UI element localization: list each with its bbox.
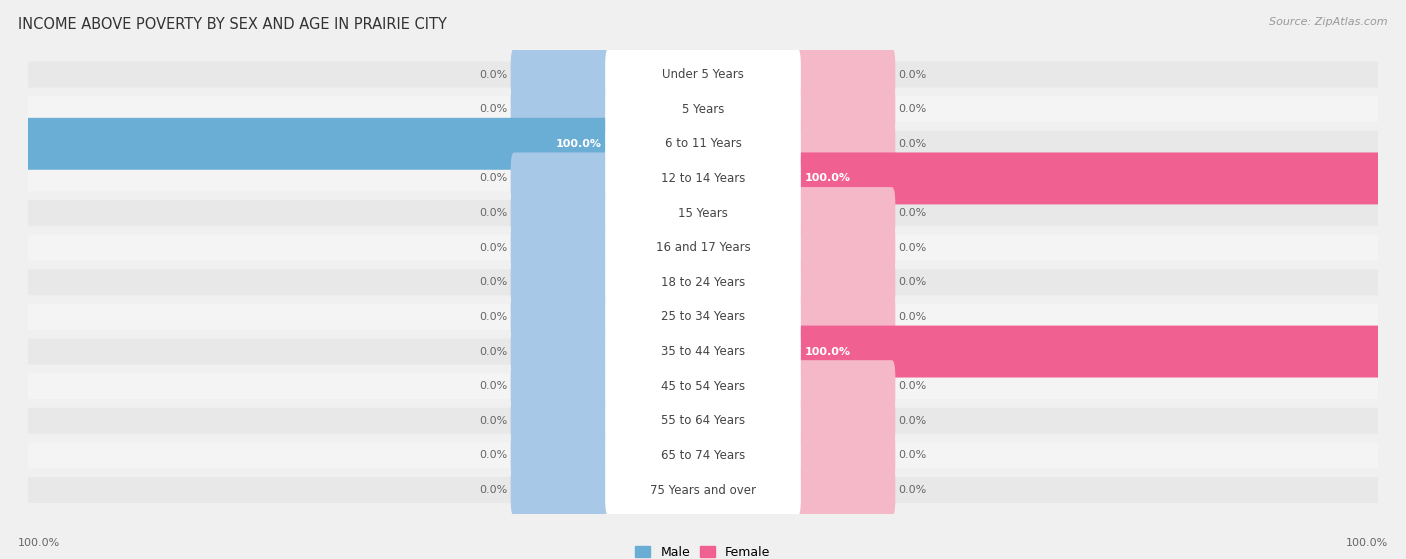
Text: Under 5 Years: Under 5 Years: [662, 68, 744, 81]
FancyBboxPatch shape: [510, 395, 612, 447]
FancyBboxPatch shape: [794, 187, 896, 239]
FancyBboxPatch shape: [794, 291, 896, 343]
Text: 100.0%: 100.0%: [555, 139, 602, 149]
Text: 0.0%: 0.0%: [479, 381, 508, 391]
FancyBboxPatch shape: [794, 325, 1381, 377]
Text: 0.0%: 0.0%: [898, 381, 927, 391]
Text: 0.0%: 0.0%: [479, 485, 508, 495]
FancyBboxPatch shape: [605, 429, 801, 481]
FancyBboxPatch shape: [605, 325, 801, 377]
FancyBboxPatch shape: [794, 360, 896, 412]
FancyBboxPatch shape: [28, 477, 1378, 503]
FancyBboxPatch shape: [25, 118, 612, 170]
FancyBboxPatch shape: [28, 235, 1378, 260]
Text: 0.0%: 0.0%: [479, 173, 508, 183]
Text: 0.0%: 0.0%: [479, 104, 508, 114]
FancyBboxPatch shape: [605, 222, 801, 274]
FancyBboxPatch shape: [510, 325, 612, 377]
FancyBboxPatch shape: [605, 118, 801, 170]
FancyBboxPatch shape: [605, 257, 801, 308]
Text: 6 to 11 Years: 6 to 11 Years: [665, 138, 741, 150]
FancyBboxPatch shape: [605, 49, 801, 101]
Text: 35 to 44 Years: 35 to 44 Years: [661, 345, 745, 358]
FancyBboxPatch shape: [510, 257, 612, 308]
FancyBboxPatch shape: [28, 373, 1378, 399]
FancyBboxPatch shape: [794, 83, 896, 135]
FancyBboxPatch shape: [605, 291, 801, 343]
Text: INCOME ABOVE POVERTY BY SEX AND AGE IN PRAIRIE CITY: INCOME ABOVE POVERTY BY SEX AND AGE IN P…: [18, 17, 447, 32]
FancyBboxPatch shape: [510, 153, 612, 205]
Text: 0.0%: 0.0%: [898, 243, 927, 253]
Text: 12 to 14 Years: 12 to 14 Years: [661, 172, 745, 185]
FancyBboxPatch shape: [28, 304, 1378, 330]
Text: 75 Years and over: 75 Years and over: [650, 484, 756, 496]
Text: 0.0%: 0.0%: [479, 451, 508, 461]
Text: 0.0%: 0.0%: [898, 104, 927, 114]
Text: 0.0%: 0.0%: [898, 312, 927, 322]
Text: 65 to 74 Years: 65 to 74 Years: [661, 449, 745, 462]
FancyBboxPatch shape: [794, 395, 896, 447]
Text: 0.0%: 0.0%: [479, 69, 508, 79]
Text: 25 to 34 Years: 25 to 34 Years: [661, 310, 745, 324]
FancyBboxPatch shape: [794, 429, 896, 481]
FancyBboxPatch shape: [28, 200, 1378, 226]
FancyBboxPatch shape: [510, 83, 612, 135]
FancyBboxPatch shape: [794, 222, 896, 274]
Text: Source: ZipAtlas.com: Source: ZipAtlas.com: [1270, 17, 1388, 27]
Text: 16 and 17 Years: 16 and 17 Years: [655, 241, 751, 254]
FancyBboxPatch shape: [605, 395, 801, 447]
Text: 0.0%: 0.0%: [898, 416, 927, 426]
Text: 0.0%: 0.0%: [479, 277, 508, 287]
FancyBboxPatch shape: [794, 257, 896, 308]
FancyBboxPatch shape: [28, 165, 1378, 191]
FancyBboxPatch shape: [28, 408, 1378, 434]
Text: 0.0%: 0.0%: [898, 139, 927, 149]
FancyBboxPatch shape: [510, 360, 612, 412]
FancyBboxPatch shape: [605, 153, 801, 205]
Legend: Male, Female: Male, Female: [630, 541, 776, 559]
FancyBboxPatch shape: [28, 269, 1378, 295]
Text: 0.0%: 0.0%: [479, 416, 508, 426]
Text: 0.0%: 0.0%: [479, 347, 508, 357]
FancyBboxPatch shape: [794, 153, 1381, 205]
FancyBboxPatch shape: [28, 339, 1378, 364]
Text: 0.0%: 0.0%: [898, 451, 927, 461]
FancyBboxPatch shape: [28, 96, 1378, 122]
FancyBboxPatch shape: [510, 291, 612, 343]
Text: 5 Years: 5 Years: [682, 103, 724, 116]
Text: 55 to 64 Years: 55 to 64 Years: [661, 414, 745, 427]
Text: 18 to 24 Years: 18 to 24 Years: [661, 276, 745, 289]
FancyBboxPatch shape: [510, 187, 612, 239]
Text: 45 to 54 Years: 45 to 54 Years: [661, 380, 745, 392]
Text: 100.0%: 100.0%: [804, 173, 851, 183]
FancyBboxPatch shape: [605, 360, 801, 412]
Text: 0.0%: 0.0%: [898, 277, 927, 287]
Text: 15 Years: 15 Years: [678, 206, 728, 220]
FancyBboxPatch shape: [794, 464, 896, 516]
FancyBboxPatch shape: [794, 118, 896, 170]
Text: 0.0%: 0.0%: [479, 312, 508, 322]
FancyBboxPatch shape: [510, 222, 612, 274]
Text: 0.0%: 0.0%: [898, 69, 927, 79]
FancyBboxPatch shape: [794, 49, 896, 101]
FancyBboxPatch shape: [605, 83, 801, 135]
Text: 0.0%: 0.0%: [898, 208, 927, 218]
FancyBboxPatch shape: [605, 187, 801, 239]
Text: 100.0%: 100.0%: [18, 538, 60, 548]
FancyBboxPatch shape: [510, 464, 612, 516]
Text: 0.0%: 0.0%: [479, 243, 508, 253]
Text: 100.0%: 100.0%: [1346, 538, 1388, 548]
Text: 0.0%: 0.0%: [479, 208, 508, 218]
Text: 100.0%: 100.0%: [804, 347, 851, 357]
FancyBboxPatch shape: [28, 61, 1378, 88]
FancyBboxPatch shape: [605, 464, 801, 516]
FancyBboxPatch shape: [28, 442, 1378, 468]
FancyBboxPatch shape: [510, 49, 612, 101]
Text: 0.0%: 0.0%: [898, 485, 927, 495]
FancyBboxPatch shape: [510, 429, 612, 481]
FancyBboxPatch shape: [28, 131, 1378, 157]
